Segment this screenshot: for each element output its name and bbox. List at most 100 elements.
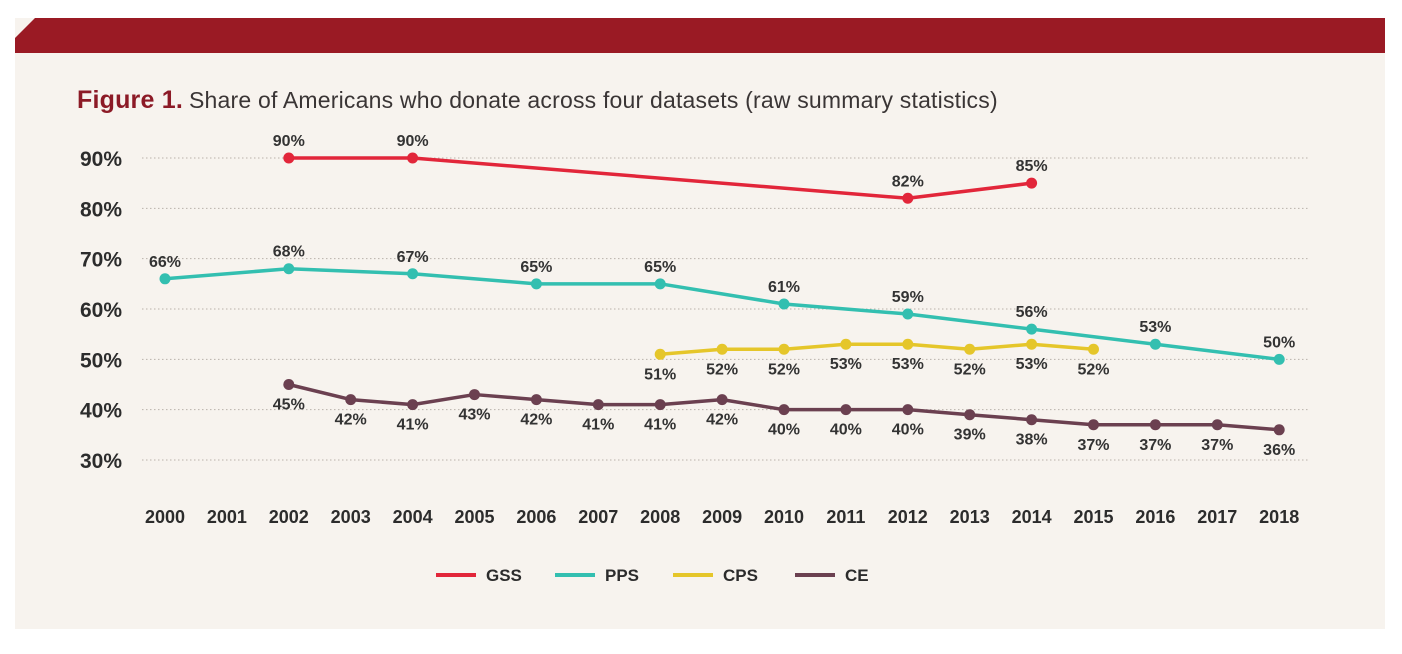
data-label-ce: 40% <box>768 422 800 439</box>
header-banner <box>15 18 1385 53</box>
data-label-pps: 68% <box>273 244 305 261</box>
data-point-cps <box>778 343 790 355</box>
x-tick-label: 2015 <box>1073 507 1113 527</box>
figure-label: Figure 1. <box>77 86 183 114</box>
data-label-ce: 43% <box>458 407 490 424</box>
data-point-cps <box>1026 338 1038 350</box>
y-tick-label: 70% <box>80 249 122 272</box>
data-point-gss <box>283 152 295 164</box>
x-tick-label: 2013 <box>950 507 990 527</box>
data-label-ce: 37% <box>1077 437 1109 454</box>
x-tick-label: 2000 <box>145 507 185 527</box>
data-point-cps <box>1088 343 1099 355</box>
series-layer <box>159 152 1285 436</box>
data-point-ce <box>469 389 480 401</box>
figure-panel <box>15 18 1385 629</box>
data-point-ce <box>902 404 914 416</box>
data-point-ce <box>592 399 604 411</box>
x-tick-label: 2014 <box>1012 507 1052 527</box>
legend: GSS PPS CPS CE <box>436 566 869 585</box>
data-point-pps <box>778 298 790 310</box>
data-label-ce: 39% <box>954 427 986 444</box>
data-point-ce <box>1273 424 1285 436</box>
legend-item-ce: CE <box>795 566 869 585</box>
data-point-ce <box>654 399 666 411</box>
data-point-gss <box>1026 177 1038 189</box>
data-point-cps <box>840 338 852 350</box>
data-label-ce: 38% <box>1016 432 1048 449</box>
x-tick-label: 2007 <box>578 507 618 527</box>
data-label-ce: 36% <box>1263 442 1295 459</box>
y-tick-label: 50% <box>80 349 122 372</box>
data-point-pps <box>1273 353 1285 365</box>
data-point-pps <box>283 263 295 275</box>
x-tick-label: 2018 <box>1259 507 1299 527</box>
data-label-pps: 59% <box>892 289 924 306</box>
x-tick-label: 2009 <box>702 507 742 527</box>
x-tick-label: 2008 <box>640 507 680 527</box>
data-labels: 90% 90% 82% 85% 66% 68% 67% 65% 65% 61% 59% 56% 53% 5… <box>149 133 1295 459</box>
data-label-ce: 42% <box>335 412 367 429</box>
legend-label: GSS <box>486 566 522 585</box>
data-point-pps <box>1026 323 1038 335</box>
legend-label: PPS <box>605 566 639 585</box>
data-point-ce <box>778 404 790 416</box>
legend-item-gss: GSS <box>436 566 522 585</box>
legend-item-pps: PPS <box>555 566 639 585</box>
data-label-pps: 56% <box>1016 304 1048 321</box>
data-label-cps: 52% <box>706 361 738 378</box>
y-tick-label: 60% <box>80 299 122 322</box>
series-cps <box>654 338 1099 360</box>
x-tick-label: 2001 <box>207 507 247 527</box>
legend-label: CE <box>845 566 869 585</box>
data-label-pps: 65% <box>644 259 676 276</box>
data-label-ce: 40% <box>830 422 862 439</box>
x-tick-label: 2016 <box>1135 507 1175 527</box>
y-tick-label: 80% <box>80 198 122 221</box>
data-label-pps: 61% <box>768 279 800 296</box>
data-label-cps: 53% <box>830 356 862 373</box>
data-label-ce: 41% <box>397 417 429 434</box>
data-label-ce: 41% <box>582 417 614 434</box>
data-label-ce: 41% <box>644 417 676 434</box>
data-point-gss <box>902 192 914 204</box>
data-label-pps: 67% <box>397 249 429 266</box>
x-tick-label: 2012 <box>888 507 928 527</box>
data-point-ce <box>1211 419 1223 431</box>
data-point-ce <box>345 394 357 406</box>
data-point-ce <box>1149 419 1161 431</box>
data-label-cps: 53% <box>892 356 924 373</box>
data-point-ce <box>1026 414 1038 426</box>
data-label-ce: 40% <box>892 422 924 439</box>
data-point-cps <box>654 348 666 360</box>
y-axis: 90% 80% 70% 60% 50% 40% 30% <box>80 148 122 473</box>
data-point-pps <box>530 278 542 290</box>
data-label-cps: 53% <box>1016 356 1048 373</box>
x-axis: 2000 2001 2002 2003 2004 2005 2006 2007 2008 2009… <box>145 507 1299 527</box>
y-tick-label: 40% <box>80 400 122 423</box>
series-line-gss <box>287 156 1034 201</box>
x-tick-label: 2006 <box>516 507 556 527</box>
data-point-ce <box>840 404 852 416</box>
data-label-ce: 42% <box>520 412 552 429</box>
figure-caption: Share of Americans who donate across fou… <box>189 87 998 113</box>
series-ce <box>283 379 1285 436</box>
y-tick-label: 90% <box>80 148 122 171</box>
data-label-cps: 52% <box>1077 361 1109 378</box>
x-tick-label: 2002 <box>269 507 309 527</box>
x-tick-label: 2003 <box>331 507 371 527</box>
data-point-ce <box>1088 419 1099 431</box>
data-label-ce: 45% <box>273 397 305 414</box>
data-label-gss: 85% <box>1016 158 1048 175</box>
data-label-cps: 51% <box>644 366 676 383</box>
figure-title: Figure 1. Share of Americans who donate a… <box>77 86 998 115</box>
series-line-cps <box>658 342 1096 357</box>
data-label-ce: 37% <box>1201 437 1233 454</box>
legend-label: CPS <box>723 566 758 585</box>
x-tick-label: 2011 <box>826 507 865 527</box>
data-label-ce: 42% <box>706 412 738 429</box>
data-point-pps <box>159 273 171 285</box>
data-point-pps <box>654 278 666 290</box>
data-point-ce <box>716 394 728 406</box>
